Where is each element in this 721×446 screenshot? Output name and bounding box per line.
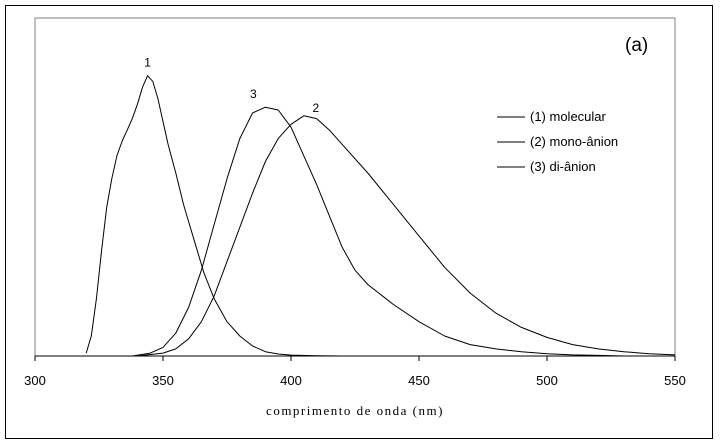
x-tick-label-500: 500 bbox=[536, 373, 558, 388]
legend: (1) molecular (2) mono-ânion (3) di-ânion bbox=[497, 109, 618, 174]
series-layer bbox=[85, 75, 676, 357]
panel-label: (a) bbox=[625, 35, 648, 56]
peak-label-1: 1 bbox=[144, 56, 151, 70]
series-line-1 bbox=[85, 75, 368, 357]
legend-label-1: (1) molecular bbox=[530, 109, 607, 124]
peak-labels: 1 2 3 bbox=[144, 56, 319, 115]
peak-label-2: 2 bbox=[312, 101, 319, 115]
x-tick-label-550: 550 bbox=[664, 373, 686, 388]
peak-label-3: 3 bbox=[250, 87, 257, 101]
series-line-3 bbox=[132, 106, 624, 357]
x-tick-label-300: 300 bbox=[24, 373, 46, 388]
x-tick-label-350: 350 bbox=[152, 373, 174, 388]
x-tick-label-450: 450 bbox=[408, 373, 430, 388]
plot-area bbox=[34, 17, 676, 357]
x-axis: 300 350 400 450 500 550 bbox=[24, 355, 686, 388]
x-axis-title: comprimento de onda (nm) bbox=[266, 403, 444, 418]
x-tick-label-400: 400 bbox=[280, 373, 302, 388]
series-line-2 bbox=[137, 115, 676, 357]
legend-label-2: (2) mono-ânion bbox=[530, 134, 618, 149]
legend-label-3: (3) di-ânion bbox=[530, 159, 596, 174]
